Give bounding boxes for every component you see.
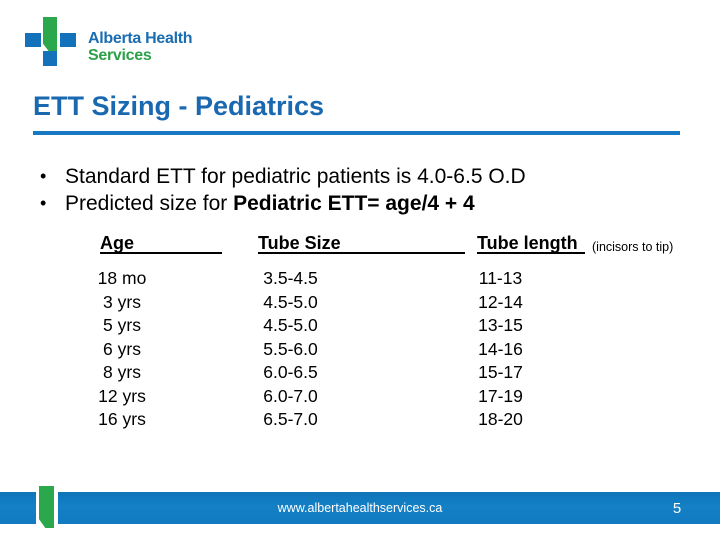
bullet-item: • Standard ETT for pediatric patients is… [40, 163, 680, 190]
bullet-item: • Predicted size for Pediatric ETT= age/… [40, 190, 680, 217]
logo-line2: Services [88, 47, 152, 64]
tube-size-cell: 6.0-7.0 [263, 385, 318, 406]
ahs-cross-icon [0, 0, 80, 70]
tube-length-cell: 13-15 [478, 315, 523, 335]
table-row: 12 yrs 6.0-7.0 17-19 [0, 385, 720, 409]
footer-bar [0, 492, 720, 524]
column-header-age: Age [100, 234, 222, 254]
tube-length-cell: 14-16 [478, 338, 523, 359]
age-cell: 6 yrs [103, 338, 141, 359]
tube-size-cell: 5.5-6.0 [263, 338, 318, 359]
table-row: 16 yrs 6.5-7.0 18-20 [0, 408, 720, 432]
age-cell: 5 yrs [103, 315, 141, 335]
tube-length-cell: 15-17 [478, 362, 523, 382]
tube-length-note: (incisors to tip) [592, 240, 674, 254]
title-underline [33, 131, 680, 135]
tube-size-cell: 3.5-4.5 [263, 268, 318, 288]
age-cell: 18 mo [97, 268, 147, 288]
logo-blue-square-bottom [43, 51, 57, 66]
footer-url: www.albertahealthservices.ca [277, 501, 443, 515]
bullet-text: Standard ETT for pediatric patients is 4… [65, 165, 526, 188]
slide-title: ETT Sizing - Pediatrics [33, 91, 325, 121]
table-row: 8 yrs 6.0-6.5 15-17 [0, 361, 720, 385]
table-row: 3 yrs 4.5-5.0 12-14 [0, 291, 720, 315]
tube-length-cell: 17-19 [478, 385, 523, 406]
age-cell: 16 yrs [98, 409, 146, 429]
column-header-tube-size: Tube Size [258, 234, 465, 254]
age-cell: 3 yrs [103, 291, 141, 312]
logo-line1: Alberta Health [88, 30, 193, 47]
tube-length-cell: 12-14 [478, 291, 523, 312]
bullet-text: Predicted size for Pediatric ETT= age/4 … [65, 192, 475, 215]
tube-length-cell: 18-20 [478, 409, 523, 429]
logo-wordmark: Alberta Health Services [88, 30, 193, 64]
bullet-icon: • [40, 166, 47, 186]
age-cell: 8 yrs [103, 362, 141, 382]
tube-size-cell: 4.5-5.0 [263, 291, 318, 312]
age-cell: 12 yrs [98, 385, 146, 406]
tube-size-cell: 6.5-7.0 [263, 409, 318, 429]
logo-blue-square-left [25, 33, 41, 47]
logo-green-bar [43, 17, 57, 52]
logo-blue-square-right [60, 33, 76, 47]
column-header-tube-length: Tube length [477, 234, 585, 254]
table-row: 5 yrs 4.5-5.0 13-15 [0, 314, 720, 338]
alberta-health-services-logo: Alberta Health Services [0, 0, 260, 80]
table-row: 6 yrs 5.5-6.0 14-16 [0, 338, 720, 362]
tube-size-cell: 4.5-5.0 [263, 315, 318, 335]
table-row: 18 mo 3.5-4.5 11-13 [0, 267, 720, 291]
bullet-icon: • [40, 193, 47, 213]
bullet-list: • Standard ETT for pediatric patients is… [40, 163, 680, 217]
page-number: 5 [672, 499, 682, 517]
footer-green-bar-icon [39, 486, 54, 528]
tube-length-cell: 11-13 [478, 268, 523, 288]
tube-size-cell: 6.0-6.5 [263, 362, 318, 382]
table-rows: 18 mo 3.5-4.5 11-13 3 yrs 4.5-5.0 12-14 5 yrs 4… [0, 267, 720, 432]
